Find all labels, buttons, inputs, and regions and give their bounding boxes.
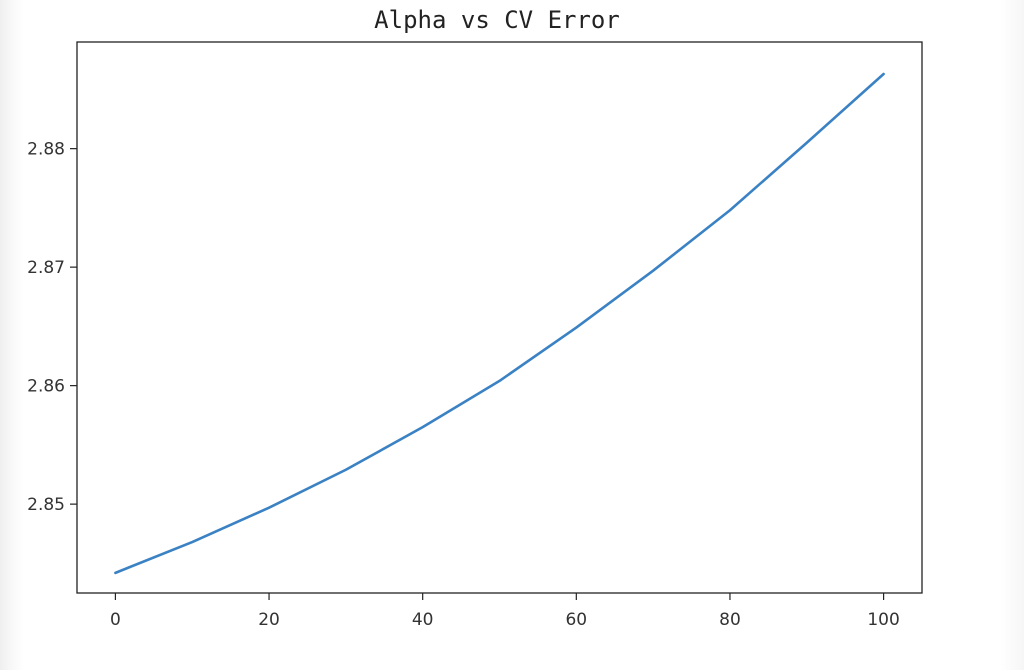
- x-axis-ticks: 0 20 40 60 80 100: [110, 593, 900, 630]
- x-tick-label: 0: [110, 610, 121, 630]
- y-tick-label: 2.87: [27, 258, 65, 278]
- y-tick-label: 2.86: [27, 377, 65, 397]
- y-tick-label: 2.88: [27, 140, 65, 160]
- y-axis-ticks: 2.85 2.86 2.87 2.88: [27, 140, 77, 515]
- x-tick-label: 100: [867, 610, 899, 630]
- plot-frame: [76, 41, 923, 594]
- y-tick-label: 2.85: [27, 495, 65, 515]
- x-tick-label: 40: [412, 610, 434, 630]
- series-line-0: [114, 72, 885, 575]
- chart-title: Alpha vs CV Error: [374, 6, 620, 34]
- series-layer: [114, 72, 885, 575]
- x-tick-label: 60: [565, 610, 587, 630]
- x-tick-label: 80: [719, 610, 741, 630]
- x-tick-label: 20: [258, 610, 280, 630]
